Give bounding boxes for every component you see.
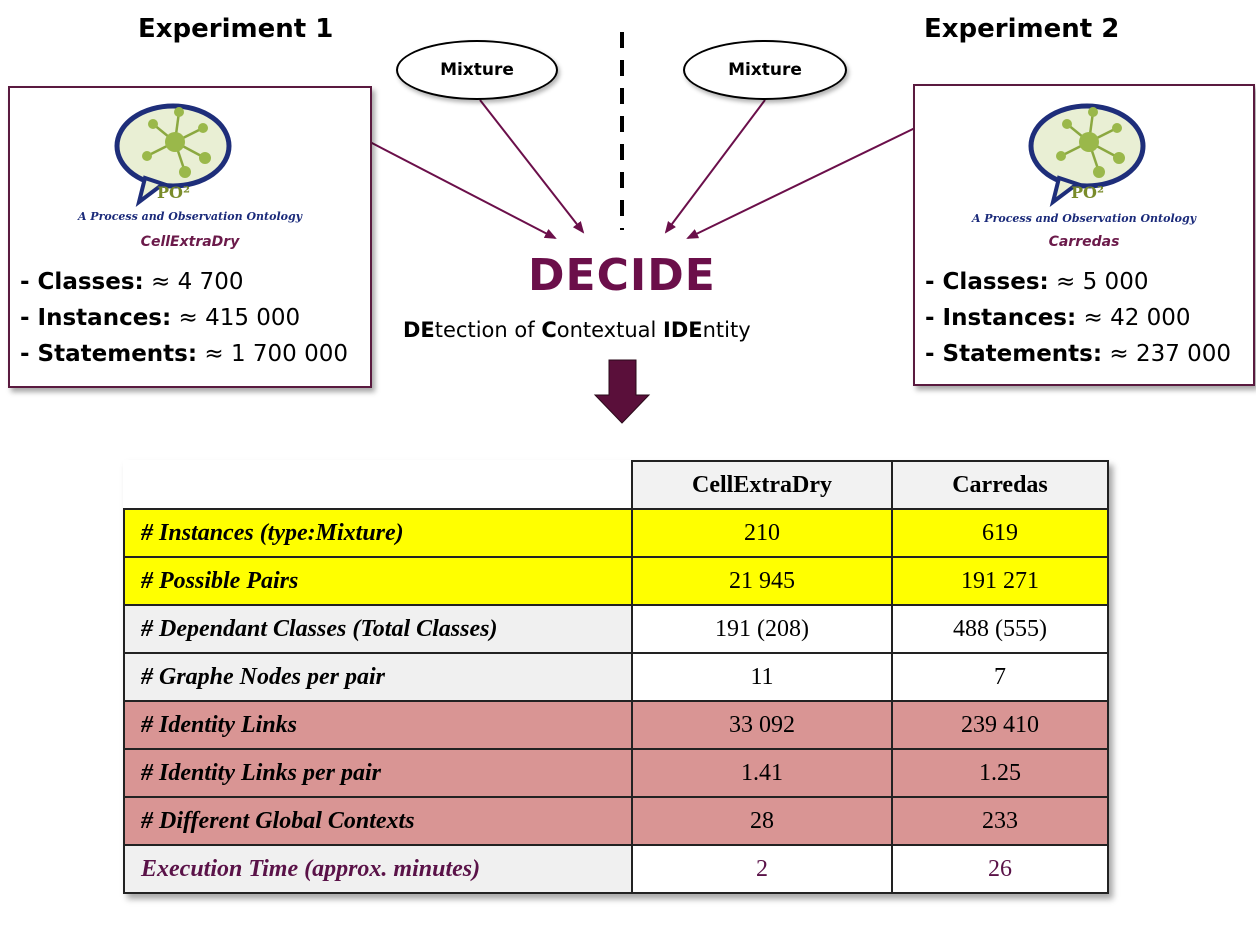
cell-value: 33 092 (631, 700, 893, 750)
table-row: # Graphe Nodes per pair 11 7 (123, 652, 1109, 702)
row-label: # Possible Pairs (123, 556, 633, 606)
row-label: # Dependant Classes (Total Classes) (123, 604, 633, 654)
po2-logo-icon: PO² (1028, 103, 1146, 207)
table-row: # Identity Links 33 092 239 410 (123, 700, 1109, 750)
cell-value: 26 (891, 844, 1109, 894)
experiment-2-title: Experiment 2 (924, 14, 1120, 44)
row-label: # Identity Links (123, 700, 633, 750)
table-row: # Possible Pairs 21 945 191 271 (123, 556, 1109, 606)
table-header-carredas: Carredas (891, 460, 1109, 510)
down-arrow (593, 359, 651, 424)
mixture-ellipse-1: Mixture (396, 40, 558, 100)
table-row: # Identity Links per pair 1.41 1.25 (123, 748, 1109, 798)
ontology-name-2: A Process and Observation Ontology (971, 212, 1197, 225)
experiment-1-box: PO² A Process and Observation Ontology C… (8, 86, 372, 388)
cell-value: 11 (631, 652, 893, 702)
cell-value: 191 (208) (631, 604, 893, 654)
cell-value: 28 (631, 796, 893, 846)
cell-value: 191 271 (891, 556, 1109, 606)
cell-value: 1.25 (891, 748, 1109, 798)
arrow-exp1-to-decide (369, 141, 557, 239)
dataset-name-1: CellExtraDry (140, 234, 240, 250)
cell-value: 21 945 (631, 556, 893, 606)
table-header-blank (124, 461, 633, 510)
stat-row: - Instances: ≈ 42 000 (925, 305, 1191, 331)
arrow-mixture2-to-decide (664, 99, 766, 234)
mixture-label-1: Mixture (440, 60, 514, 80)
results-table: CellExtraDry Carredas # Instances (type:… (123, 460, 1109, 894)
table-row: Execution Time (approx. minutes) 2 26 (123, 844, 1109, 894)
cell-value: 233 (891, 796, 1109, 846)
table-row: # Dependant Classes (Total Classes) 191 … (123, 604, 1109, 654)
row-label: # Graphe Nodes per pair (123, 652, 633, 702)
po2-logo-icon: PO² (114, 103, 232, 207)
table-row: # Instances (type:Mixture) 210 619 (123, 508, 1109, 558)
table-header-cellextradry: CellExtraDry (631, 460, 893, 510)
mixture-ellipse-2: Mixture (683, 40, 847, 100)
cell-value: 1.41 (631, 748, 893, 798)
cell-value: 7 (891, 652, 1109, 702)
decide-title: DECIDE (528, 250, 716, 301)
stat-row: - Statements: ≈ 1 700 000 (20, 341, 349, 367)
po2-logo-text-2: PO² (1071, 183, 1104, 202)
cell-value: 210 (631, 508, 893, 558)
experiment-2-box: PO² A Process and Observation Ontology C… (913, 84, 1255, 386)
stats-list-2: - Classes: ≈ 5 000 - Instances: ≈ 42 000… (925, 264, 1231, 372)
experiment-1-title: Experiment 1 (138, 14, 334, 44)
cell-value: 488 (555) (891, 604, 1109, 654)
row-label: # Different Global Contexts (123, 796, 633, 846)
dataset-name-2: Carredas (1048, 234, 1120, 250)
ontology-name-1: A Process and Observation Ontology (77, 210, 303, 223)
table-row: # Different Global Contexts 28 233 (123, 796, 1109, 846)
arrow-exp2-to-decide (686, 127, 916, 239)
po2-logo-text-1: PO² (157, 183, 190, 202)
cell-value: 239 410 (891, 700, 1109, 750)
row-label: # Instances (type:Mixture) (123, 508, 633, 558)
row-label: # Identity Links per pair (123, 748, 633, 798)
stats-list-1: - Classes: ≈ 4 700 - Instances: ≈ 415 00… (20, 264, 348, 372)
row-label: Execution Time (approx. minutes) (123, 844, 633, 894)
mixture-label-2: Mixture (728, 60, 802, 80)
table-header-row: CellExtraDry Carredas (124, 460, 1109, 510)
stat-row: - Instances: ≈ 415 000 (20, 305, 301, 331)
arrow-mixture1-to-decide (479, 99, 585, 234)
stat-row: - Statements: ≈ 237 000 (925, 341, 1232, 367)
cell-value: 619 (891, 508, 1109, 558)
stat-row: - Classes: ≈ 4 700 (20, 269, 244, 295)
decide-subtitle: DEtection of Contextual IDEntity (403, 318, 751, 342)
stat-row: - Classes: ≈ 5 000 (925, 269, 1149, 295)
cell-value: 2 (631, 844, 893, 894)
